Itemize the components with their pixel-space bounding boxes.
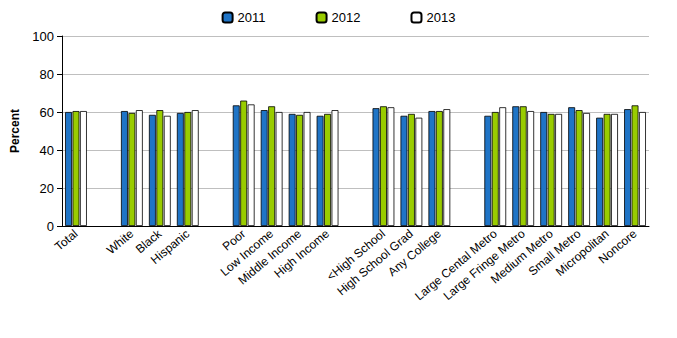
svg-text:Low Income: Low Income [217,226,277,279]
svg-text:Medium Metro: Medium Metro [487,226,556,287]
svg-text:Total: Total [52,227,80,254]
svg-text:40: 40 [40,143,54,158]
svg-text:20: 20 [40,181,54,196]
svg-text:Noncore: Noncore [596,226,640,266]
svg-text:60: 60 [40,105,54,120]
svg-text:Hispanic: Hispanic [148,227,192,267]
svg-text:<High School: <High School [324,226,388,284]
svg-text:White: White [104,226,137,257]
svg-text:Large Fringe Metro: Large Fringe Metro [440,226,528,303]
svg-text:2011: 2011 [238,10,266,25]
svg-text:2013: 2013 [426,10,455,25]
svg-text:Middle Income: Middle Income [235,226,305,288]
svg-text:Percent: Percent [8,109,22,153]
svg-text:Large Cental Metro: Large Cental Metro [412,226,500,304]
svg-text:Any College: Any College [385,226,444,279]
svg-text:100: 100 [32,29,54,44]
svg-text:Black: Black [132,226,165,257]
svg-text:High School Grad: High School Grad [334,226,416,299]
svg-text:High Income: High Income [271,226,332,281]
svg-text:0: 0 [47,219,54,234]
svg-text:Small Metro: Small Metro [525,226,584,279]
svg-text:Micropolitan: Micropolitan [553,226,612,279]
svg-text:80: 80 [40,67,54,82]
svg-text:Poor: Poor [219,226,249,254]
svg-text:2012: 2012 [332,10,361,25]
